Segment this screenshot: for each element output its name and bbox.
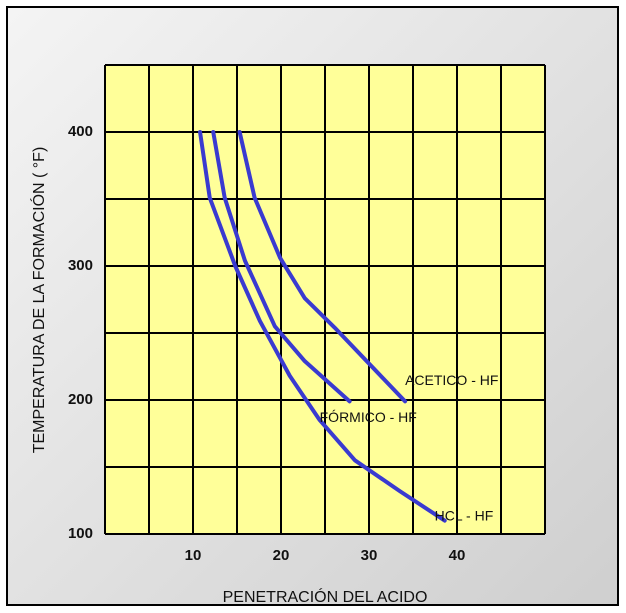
y-tick-label: 400 xyxy=(68,123,93,140)
y-tick-label: 100 xyxy=(68,525,93,542)
line xyxy=(237,130,408,404)
series-label: FÓRMICO - HF xyxy=(320,409,417,425)
x-tick-label: 20 xyxy=(273,547,290,564)
series-label: ACETICO - HF xyxy=(405,372,498,388)
y-tick-label: 300 xyxy=(68,257,93,274)
x-tick-label: 40 xyxy=(449,547,466,564)
line xyxy=(198,130,447,523)
series-label: HCL - HF xyxy=(435,507,494,523)
y-axis-label: TEMPERATURA DE LA FORMACIÓN ( °F) xyxy=(29,147,48,454)
y-tick-label: 200 xyxy=(68,391,93,408)
x-tick-label: 30 xyxy=(361,547,378,564)
line xyxy=(211,130,352,404)
x-axis-label: PENETRACIÓN DEL ACIDO xyxy=(223,587,428,606)
x-tick-label: 10 xyxy=(185,547,202,564)
